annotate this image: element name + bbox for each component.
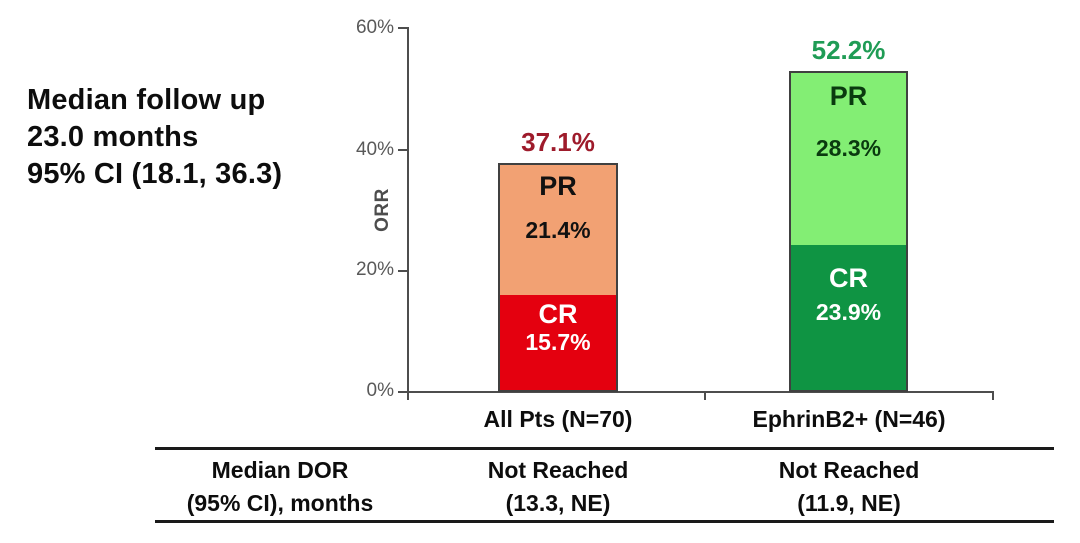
followup-annotation: Median follow up 23.0 months 95% CI (18.… (27, 82, 282, 193)
cr-segment-label: CR (829, 263, 868, 293)
bar-all-pts-cr-segment: CR 15.7% (500, 295, 616, 390)
y-tick-label-0: 0% (366, 380, 394, 401)
x-tick-left (407, 391, 409, 400)
pr-segment-label: PR (539, 171, 577, 201)
y-tick-0 (398, 391, 408, 393)
followup-line-3: 95% CI (18.1, 36.3) (27, 158, 283, 190)
y-tick-label-20: 20% (355, 259, 394, 280)
followup-line-2: 23.0 months (27, 121, 199, 153)
y-axis-title: ORR (372, 188, 393, 232)
y-axis-line (407, 27, 409, 393)
bar-ephrinb2-pr-segment: PR 28.3% (791, 73, 906, 245)
table-bottom-rule (155, 520, 1054, 523)
bar-all-pts-total-label: 37.1% (521, 127, 595, 157)
table-row-header-line2: (95% CI), months (186, 490, 374, 516)
pr-segment-value: 21.4% (525, 217, 591, 243)
cr-segment-label: CR (538, 299, 578, 329)
pr-segment-label: PR (829, 81, 868, 111)
table-top-rule (155, 447, 1054, 450)
bar-all-pts: 37.1% PR 21.4% CR 15.7% (498, 127, 618, 392)
table-row-header-line1: Median DOR (211, 457, 349, 483)
table-cell-ephrinb2-line1: Not Reached (778, 457, 920, 483)
cr-segment-value: 15.7% (525, 329, 591, 355)
y-tick-20 (398, 270, 408, 272)
y-tick-40 (398, 149, 408, 151)
x-tick-middle (704, 391, 706, 400)
y-tick-60 (398, 27, 408, 29)
category-label-all-pts: All Pts (N=70) (483, 406, 633, 432)
table-cell-all-pts-line1: Not Reached (487, 457, 629, 483)
cr-segment-value: 23.9% (815, 299, 882, 325)
table-cell-ephrinb2-line2: (11.9, NE) (797, 490, 901, 516)
x-tick-right (992, 391, 994, 400)
y-tick-label-40: 40% (355, 139, 394, 160)
bar-all-pts-pr-segment: PR 21.4% (500, 165, 616, 295)
bar-ephrinb2-total-label: 52.2% (811, 35, 886, 65)
bar-ephrinb2-cr-segment: CR 23.9% (791, 245, 906, 390)
bar-ephrinb2: 52.2% PR 28.3% CR 23.9% (789, 35, 908, 392)
table-cell-all-pts-line2: (13.3, NE) (505, 490, 611, 516)
pr-segment-value: 28.3% (815, 135, 882, 161)
category-label-ephrinb2: EphrinB2+ (N=46) (752, 406, 946, 432)
x-axis-line (407, 391, 994, 393)
followup-line-1: Median follow up (27, 84, 266, 116)
y-tick-label-60: 60% (355, 17, 394, 38)
